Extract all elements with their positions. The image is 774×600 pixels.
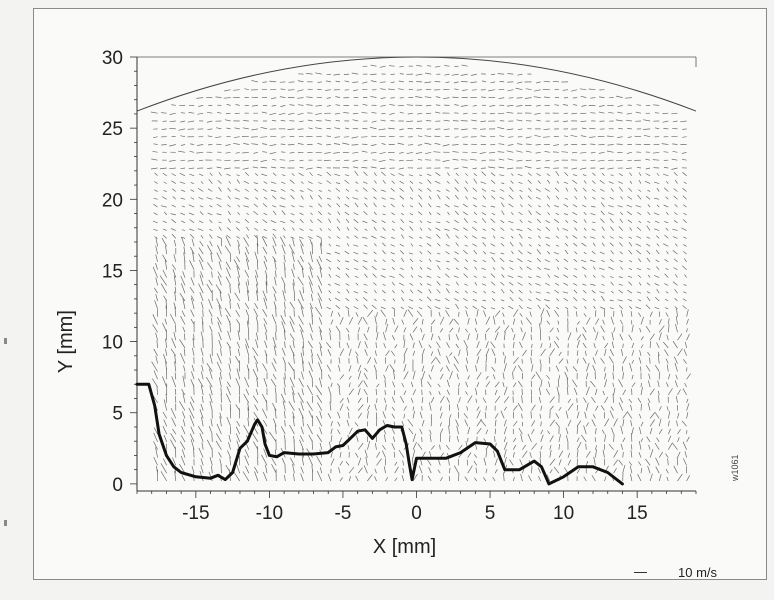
x-tick-label: 10	[553, 503, 574, 524]
scale-arrow	[634, 572, 647, 573]
x-tick-label: 15	[627, 503, 648, 524]
x-tick-label: -15	[182, 503, 209, 524]
vector-arrows	[150, 64, 691, 482]
figure-frame: 0 5 10 15 20 25 30 -15 -10 -5 0 5 10 15 X [mm] Y [mm] w…	[33, 8, 767, 580]
x-axis-label: X [mm]	[373, 536, 436, 558]
vector-field	[150, 64, 691, 482]
y-tick-label: 15	[102, 261, 123, 282]
y-tick-label: 10	[102, 333, 123, 354]
y-tick-label: 25	[102, 119, 123, 140]
x-tick-label: 5	[485, 503, 496, 524]
y-tick-label: 20	[102, 190, 123, 211]
y-tick-label: 30	[102, 48, 123, 69]
y-tick-label: 5	[112, 404, 123, 425]
y-tick-label: 0	[112, 475, 123, 496]
x-tick-label: -5	[334, 503, 351, 524]
flame-boundary-line	[135, 382, 624, 486]
arrow-scale-label: 10 m/s	[678, 565, 718, 580]
edge-mark	[4, 338, 7, 344]
y-axis-label: Y [mm]	[55, 310, 77, 373]
x-tick-label: -10	[256, 503, 283, 524]
edge-mark	[4, 520, 7, 526]
x-tick-label: 0	[411, 503, 422, 524]
side-label: w1061	[730, 454, 740, 481]
quiver-plot: 0 5 10 15 20 25 30 -15 -10 -5 0 5 10 15 X [mm] Y [mm]	[55, 48, 697, 558]
